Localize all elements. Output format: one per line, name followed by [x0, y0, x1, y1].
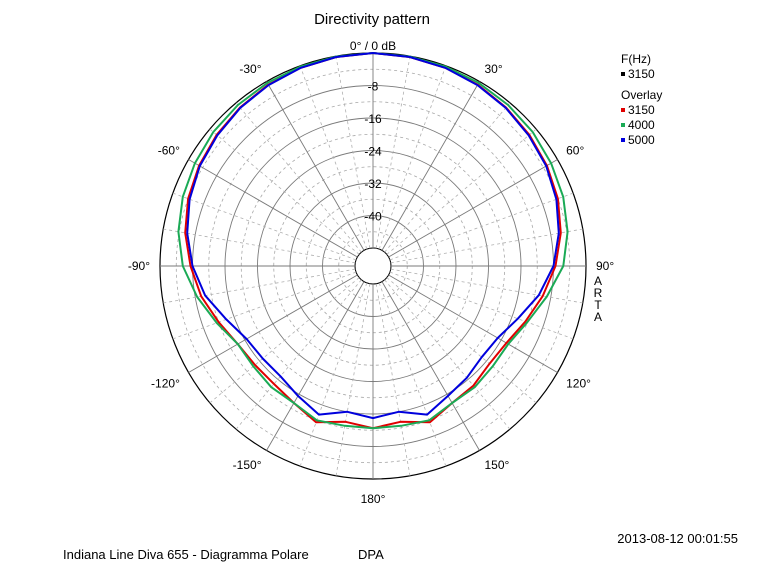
minor-spoke	[390, 228, 583, 264]
minor-spoke	[375, 56, 411, 249]
angle-tick-label: -150°	[233, 458, 262, 472]
minor-spoke	[378, 65, 447, 250]
major-spoke	[388, 159, 558, 258]
major-spoke	[188, 274, 358, 373]
angle-tick-label: 120°	[566, 377, 591, 391]
angle-tick-label: 60°	[566, 144, 584, 158]
minor-spoke	[172, 271, 357, 340]
minor-spoke	[163, 268, 356, 304]
side-label-letter: T	[594, 298, 602, 312]
legend-item: 3150	[628, 103, 655, 117]
minor-spoke	[389, 271, 574, 340]
side-label-letter: R	[594, 286, 603, 300]
radial-tick-label: -8	[368, 80, 379, 94]
angle-tick-label: -120°	[151, 377, 180, 391]
minor-spoke	[172, 192, 357, 261]
major-spoke	[388, 274, 558, 373]
legend-swatch	[621, 72, 625, 76]
major-spoke	[188, 159, 358, 258]
series-line-4000	[177, 52, 569, 430]
major-spoke	[266, 281, 365, 451]
angle-tick-label: 180°	[361, 492, 386, 506]
minor-spoke	[378, 282, 447, 467]
side-label-letter: A	[594, 310, 602, 324]
radial-tick-label: 0° / 0 dB	[350, 39, 396, 53]
minor-spoke	[209, 128, 360, 255]
radial-tick-label: -24	[364, 145, 382, 159]
angle-tick-label: -60°	[158, 144, 180, 158]
chart-title: Directivity pattern	[314, 11, 430, 28]
radial-tick-label: -16	[364, 112, 382, 126]
minor-spoke	[389, 192, 574, 261]
angle-tick-label: 90°	[596, 259, 614, 273]
minor-spoke	[163, 228, 356, 264]
minor-spoke	[386, 128, 537, 255]
series-line-5000	[186, 52, 560, 420]
minor-spoke	[390, 268, 583, 304]
minor-spoke	[375, 283, 411, 476]
legend-item: 3150	[628, 67, 655, 81]
legend-item: 5000	[628, 133, 655, 147]
legend-header: F(Hz)	[621, 52, 651, 66]
minor-spoke	[384, 102, 511, 253]
center-hub	[354, 247, 392, 285]
timestamp: 2013-08-12 00:01:55	[617, 531, 738, 546]
minor-spoke	[235, 279, 362, 430]
legend-swatch	[621, 138, 625, 142]
legend-item: 4000	[628, 118, 655, 132]
legend-swatch	[621, 123, 625, 127]
minor-spoke	[335, 283, 371, 476]
series-layer	[177, 52, 569, 430]
footer-mode: DPA	[358, 547, 384, 562]
minor-spoke	[209, 277, 360, 404]
radial-tick-label: -40	[364, 210, 382, 224]
legend-swatch	[621, 108, 625, 112]
minor-spoke	[386, 277, 537, 404]
radial-tick-label: -32	[364, 177, 382, 191]
footer-title: Indiana Line Diva 655 - Diagramma Polare	[63, 547, 309, 562]
minor-spoke	[299, 282, 368, 467]
minor-spoke	[235, 102, 362, 253]
tick-labels: 0° / 0 dB -8 -16 -24 -32 -40 -30° 30° -60° 60° -90…	[128, 39, 615, 506]
side-label-letter: A	[594, 274, 602, 288]
angle-tick-label: -90°	[128, 259, 150, 273]
angle-tick-label: -30°	[239, 62, 261, 76]
angle-tick-label: 30°	[485, 62, 503, 76]
major-spoke	[381, 81, 480, 251]
major-spoke	[266, 81, 365, 251]
minor-spoke	[335, 56, 371, 249]
minor-spoke	[299, 65, 368, 250]
major-spoke	[381, 281, 480, 451]
legend-overlay-header: Overlay	[621, 88, 662, 102]
angle-tick-label: 150°	[485, 458, 510, 472]
minor-spoke	[384, 279, 511, 430]
